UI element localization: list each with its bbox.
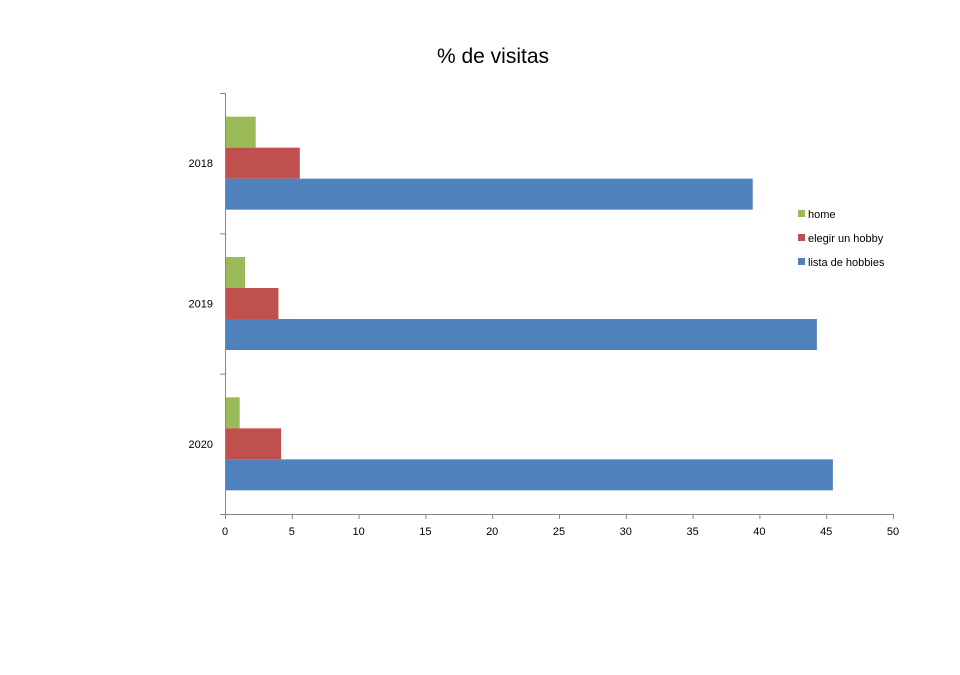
legend-label: lista de hobbies — [808, 257, 885, 269]
legend-label: elegir un hobby — [808, 233, 884, 245]
x-tick-label: 5 — [289, 526, 295, 538]
legend-swatch — [798, 234, 805, 241]
bar — [225, 459, 833, 491]
bar — [225, 147, 300, 179]
x-tick-label: 35 — [686, 526, 698, 538]
legend: home elegir un hobby lista de hobbies — [798, 209, 885, 269]
x-tick-label: 15 — [419, 526, 431, 538]
x-tick-label: 25 — [553, 526, 565, 538]
x-tick-label: 10 — [352, 526, 364, 538]
x-tick-label: 50 — [887, 526, 899, 538]
x-tick-label: 20 — [486, 526, 498, 538]
x-tick-label: 0 — [222, 526, 228, 538]
bar — [225, 397, 240, 429]
bar — [225, 288, 279, 319]
y-tick-label: 2018 — [189, 158, 213, 170]
legend-label: home — [808, 209, 836, 221]
bar — [225, 428, 282, 460]
bar — [225, 116, 256, 148]
axes-group: 2018 2019 2020 0 5 10 15 20 25 30 35 40 45 50 — [189, 93, 899, 538]
y-tick-label: 2020 — [189, 439, 213, 451]
bar — [225, 257, 246, 288]
legend-swatch — [798, 210, 805, 217]
x-tick-label: 40 — [753, 526, 765, 538]
bar — [225, 178, 753, 210]
bars-group — [225, 116, 833, 491]
chart-title: % de visitas — [436, 45, 550, 68]
x-tick-label: 45 — [820, 526, 832, 538]
legend-swatch — [798, 258, 805, 265]
y-tick-label: 2019 — [189, 299, 213, 311]
bar — [225, 319, 817, 350]
x-tick-label: 30 — [620, 526, 632, 538]
